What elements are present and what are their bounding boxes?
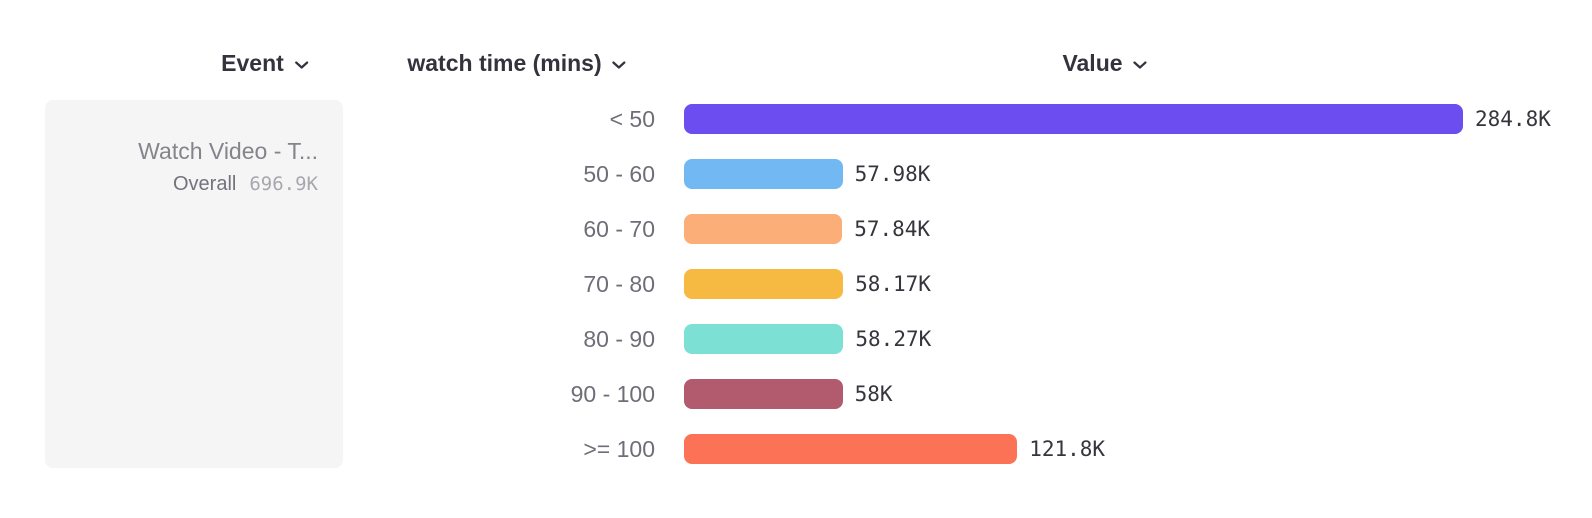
overall-label: Overall bbox=[173, 173, 237, 195]
bar-value-label: 284.8K bbox=[1475, 107, 1551, 131]
bar-row: 70 - 80 58.17K bbox=[0, 269, 1592, 299]
bar-60-70[interactable] bbox=[684, 214, 843, 244]
chevron-down-icon bbox=[612, 60, 627, 70]
event-column-header[interactable]: Event bbox=[221, 50, 309, 77]
bar-lt-50[interactable] bbox=[684, 104, 1463, 134]
bar-70-80[interactable] bbox=[684, 269, 844, 299]
overall-value: 696.9K bbox=[249, 173, 318, 195]
bar-row: 60 - 70 57.84K bbox=[0, 214, 1592, 244]
bar-gte-100[interactable] bbox=[684, 434, 1018, 464]
bar-value-label: 57.98K bbox=[854, 162, 931, 186]
bar-value-label: 58.17K bbox=[855, 272, 931, 296]
bar-row: 50 - 60 57.98K bbox=[0, 159, 1592, 189]
bar-value-label: 58.27K bbox=[855, 327, 932, 351]
category-label: >= 100 bbox=[583, 435, 655, 462]
value-column-header[interactable]: Value bbox=[1062, 50, 1147, 77]
event-overall-row: Overall 696.9K bbox=[65, 173, 318, 196]
bar-row: >= 100 121.8K bbox=[0, 434, 1592, 464]
event-card[interactable]: Watch Video - T... Overall 696.9K bbox=[45, 100, 343, 468]
category-label: 60 - 70 bbox=[583, 215, 655, 242]
event-column-label: Event bbox=[221, 50, 284, 76]
category-label: 80 - 90 bbox=[583, 325, 655, 352]
bar-row: 90 - 100 58K bbox=[0, 379, 1592, 409]
bar-50-60[interactable] bbox=[684, 159, 843, 189]
event-title: Watch Video - T... bbox=[138, 138, 318, 164]
category-label: 90 - 100 bbox=[570, 380, 655, 407]
breakdown-column-label: watch time (mins) bbox=[407, 50, 602, 76]
bar-value-label: 57.84K bbox=[854, 217, 931, 241]
bar-value-label: 58K bbox=[854, 382, 893, 406]
chevron-down-icon bbox=[1133, 60, 1148, 70]
category-label: 70 - 80 bbox=[583, 270, 655, 297]
bar-row: 80 - 90 58.27K bbox=[0, 324, 1592, 354]
bar-row: < 50 284.8K bbox=[0, 104, 1592, 134]
bar-90-100[interactable] bbox=[684, 379, 843, 409]
category-label: 50 - 60 bbox=[583, 160, 655, 187]
category-label: < 50 bbox=[609, 105, 655, 132]
chevron-down-icon bbox=[294, 60, 309, 70]
breakdown-column-header[interactable]: watch time (mins) bbox=[407, 50, 626, 77]
bar-80-90[interactable] bbox=[684, 324, 844, 354]
bar-chart: < 50 284.8K 50 - 60 57.98K 60 - 70 57.84… bbox=[0, 104, 1592, 464]
value-column-label: Value bbox=[1062, 50, 1123, 76]
bar-value-label: 121.8K bbox=[1029, 437, 1106, 461]
